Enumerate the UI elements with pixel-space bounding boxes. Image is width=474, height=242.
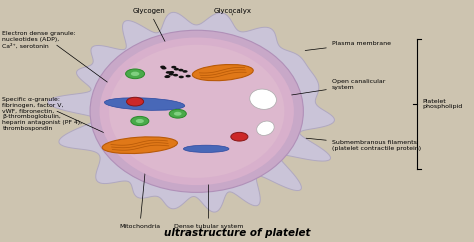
Ellipse shape — [100, 38, 294, 185]
Text: Specific α-granule:
fibrinogen, factor V,
vWF, fibronectin,
β-thromboglobulin,
h: Specific α-granule: fibrinogen, factor V… — [2, 97, 82, 131]
Circle shape — [165, 75, 171, 78]
Circle shape — [166, 71, 171, 74]
Ellipse shape — [192, 65, 253, 81]
Circle shape — [178, 69, 183, 71]
Ellipse shape — [102, 137, 177, 154]
Circle shape — [131, 116, 149, 126]
Circle shape — [169, 73, 174, 76]
Text: Mitochondria: Mitochondria — [119, 156, 160, 229]
Ellipse shape — [90, 30, 303, 192]
Circle shape — [136, 119, 144, 123]
Circle shape — [160, 66, 165, 68]
Ellipse shape — [104, 98, 185, 110]
Text: Glycogen: Glycogen — [133, 8, 174, 59]
Text: Submembranous filaments
(platelet contractile protein): Submembranous filaments (platelet contra… — [306, 138, 421, 151]
Text: Platelet
phospholipid: Platelet phospholipid — [423, 99, 463, 109]
Circle shape — [182, 70, 188, 73]
Circle shape — [126, 69, 145, 79]
Circle shape — [173, 74, 178, 76]
Ellipse shape — [250, 89, 276, 109]
Circle shape — [127, 97, 144, 106]
Text: Electron dense granule:
nucleotides (ADP),
Ca²⁺, serotonin: Electron dense granule: nucleotides (ADP… — [2, 31, 76, 48]
Text: Glycocalyx: Glycocalyx — [213, 8, 251, 15]
Circle shape — [174, 112, 182, 116]
Circle shape — [179, 76, 184, 78]
Circle shape — [171, 66, 176, 68]
Circle shape — [164, 76, 170, 78]
Circle shape — [169, 71, 174, 74]
Circle shape — [174, 68, 179, 70]
Polygon shape — [48, 12, 335, 212]
Ellipse shape — [109, 45, 284, 178]
Text: ultrastructure of platelet: ultrastructure of platelet — [164, 228, 310, 238]
Text: Plasma membrane: Plasma membrane — [305, 41, 391, 51]
Circle shape — [185, 75, 191, 77]
Text: Open canalicular
system: Open canalicular system — [283, 79, 385, 96]
Circle shape — [161, 67, 166, 69]
Ellipse shape — [183, 145, 229, 152]
Circle shape — [131, 72, 139, 76]
Circle shape — [169, 109, 186, 118]
Circle shape — [231, 132, 248, 141]
Ellipse shape — [257, 121, 274, 136]
Text: Dense tubular system: Dense tubular system — [174, 155, 243, 229]
